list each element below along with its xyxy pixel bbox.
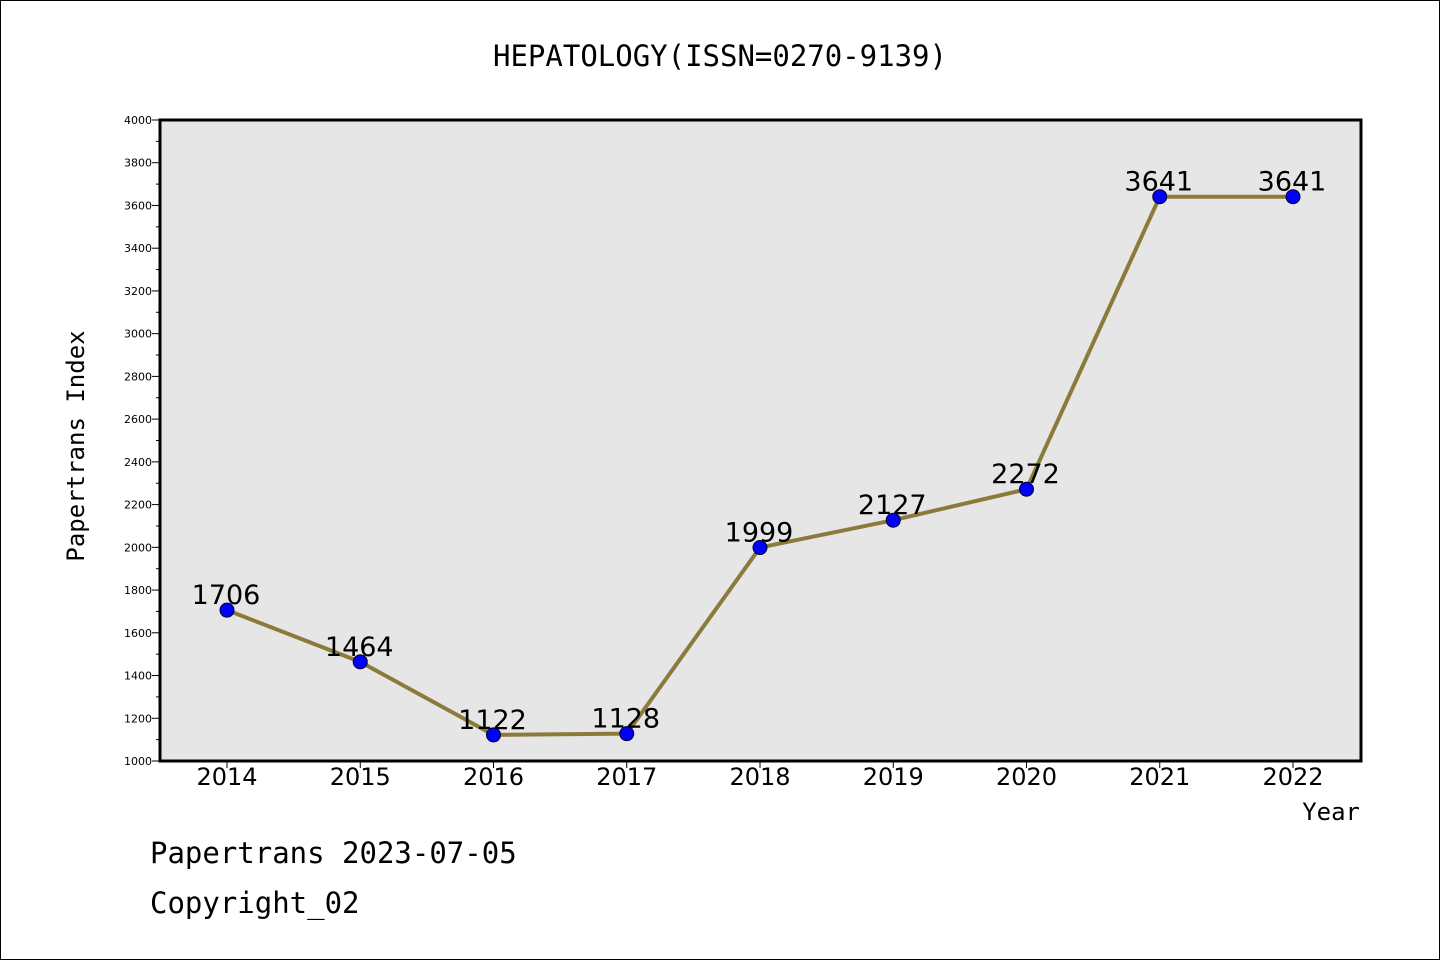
data-label: 2127: [858, 490, 927, 521]
data-label: 3641: [1124, 167, 1193, 198]
x-axis-label: Year: [1302, 798, 1360, 826]
y-tick-label: 3800: [124, 157, 152, 170]
y-tick-label: 1400: [124, 670, 152, 683]
x-tick-label: 2018: [729, 763, 790, 791]
plot-area: [158, 118, 1363, 763]
y-tick-label: 3400: [124, 242, 152, 255]
x-axis: 2014 2015 2016 2017 2018 2019 2020 2021 2022: [196, 761, 1324, 791]
data-point: [752, 540, 768, 556]
x-tick-label: 2020: [996, 763, 1057, 791]
y-tick-label: 4000: [124, 114, 152, 127]
x-tick-label: 2017: [596, 763, 657, 791]
data-point: [219, 602, 235, 618]
y-tick-label: 2200: [124, 499, 152, 512]
data-label: 1128: [591, 704, 660, 735]
y-axis-label: Papertrans Index: [62, 330, 90, 561]
y-axis: 1000 1200 1400 1600 1800 2000 2200 2400 2600 2800…: [124, 114, 160, 768]
x-tick-label: 2015: [330, 763, 391, 791]
y-tick-label: 1800: [124, 584, 152, 597]
series-layer: [219, 189, 1301, 743]
y-tick-label: 2600: [124, 413, 152, 426]
data-labels: 1706 1464 1122 1128 1999 2127 2272 3641 3641: [192, 167, 1327, 736]
data-label: 2272: [991, 459, 1060, 490]
y-tick-label: 3200: [124, 285, 152, 298]
data-label: 1999: [725, 518, 794, 549]
y-tick-label: 2000: [124, 541, 152, 554]
y-tick-label: 2800: [124, 370, 152, 383]
x-tick-label: 2021: [1129, 763, 1190, 791]
y-tick-label: 1600: [124, 627, 152, 640]
x-tick-label: 2019: [863, 763, 924, 791]
data-label: 3641: [1258, 167, 1327, 198]
y-tick-label: 1200: [124, 712, 152, 725]
x-tick-label: 2022: [1262, 763, 1323, 791]
data-point: [1019, 481, 1034, 497]
chart-title: HEPATOLOGY(ISSN=0270-9139): [493, 39, 947, 73]
y-tick-label: 2400: [124, 456, 152, 469]
data-label: 1706: [192, 580, 261, 611]
data-point: [885, 512, 901, 528]
x-tick-label: 2016: [463, 763, 524, 791]
data-label: 1464: [325, 632, 394, 663]
data-label: 1122: [458, 705, 527, 736]
x-tick-label: 2014: [196, 763, 257, 791]
y-tick-label: 1000: [124, 755, 152, 768]
y-tick-label: 3000: [124, 328, 152, 341]
footer-copyright-text: Copyright_02: [150, 886, 360, 920]
data-point: [1285, 189, 1301, 205]
data-point: [486, 727, 501, 743]
data-point: [1152, 189, 1168, 205]
footer-date-text: Papertrans 2023-07-05: [150, 836, 517, 870]
data-point: [352, 654, 368, 670]
y-tick-label: 3600: [124, 199, 152, 212]
data-point: [619, 726, 635, 742]
